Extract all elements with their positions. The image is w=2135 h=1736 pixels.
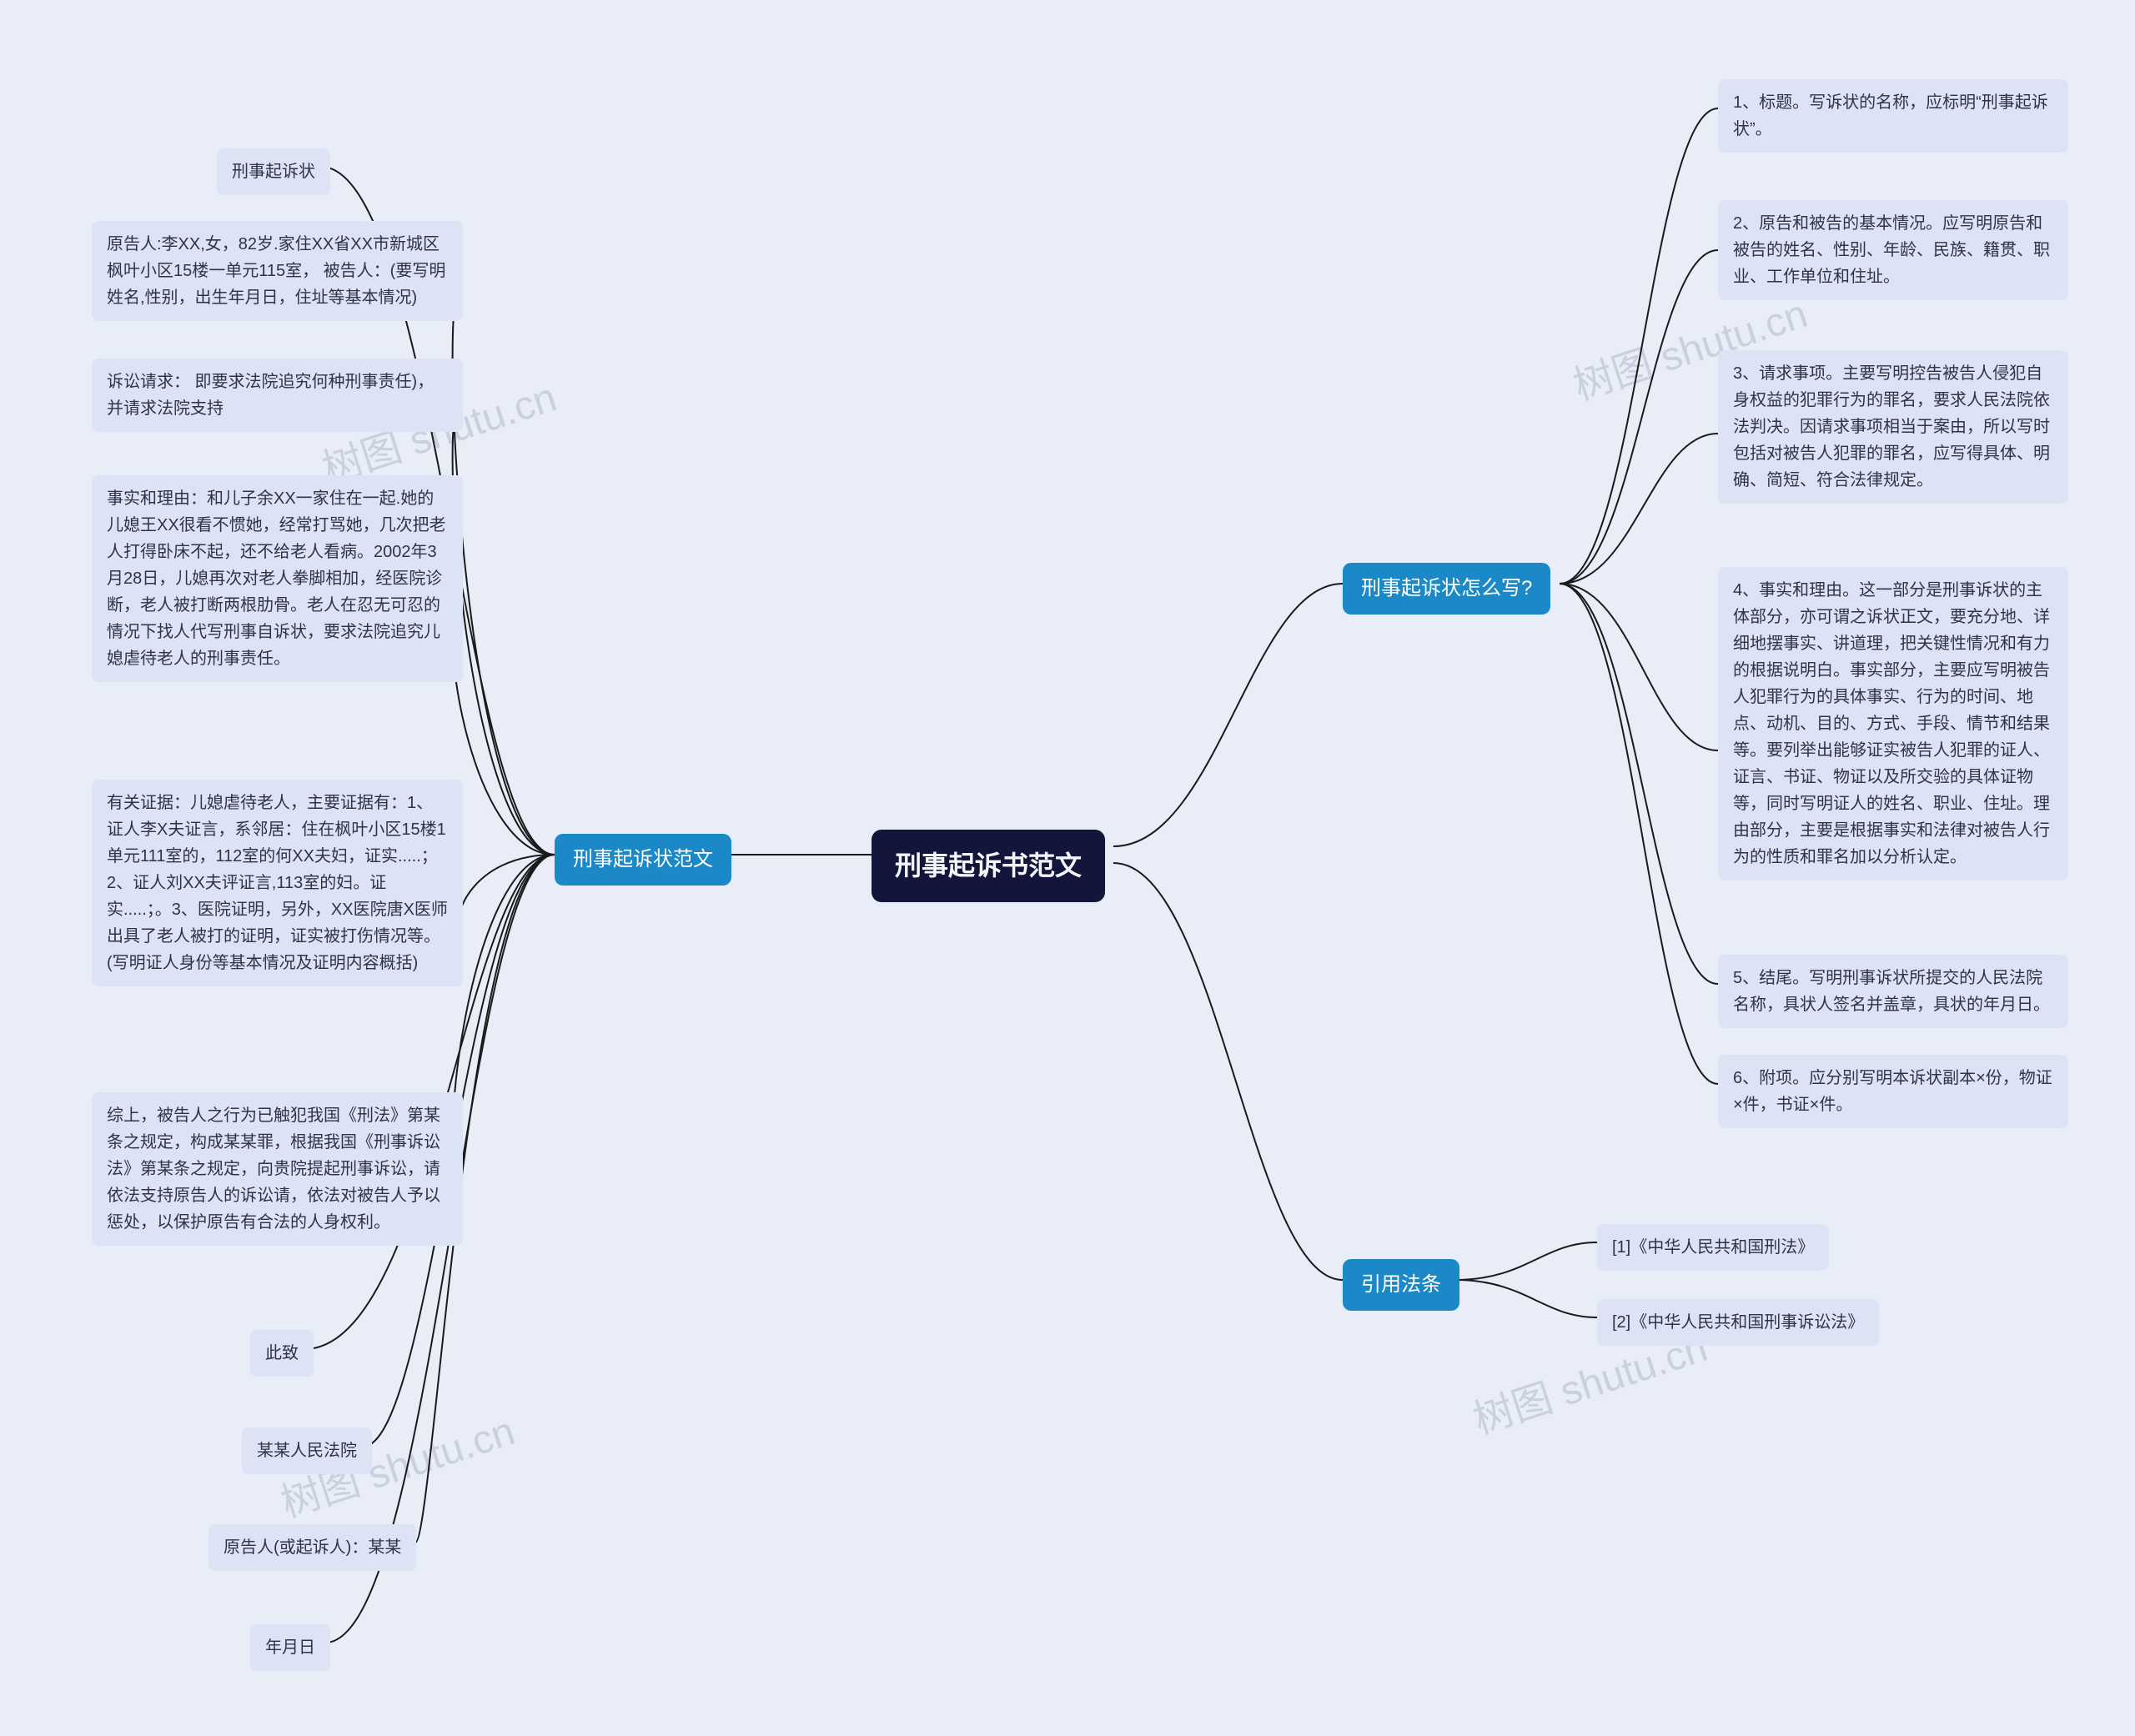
leaf-l4[interactable]: 事实和理由：和儿子余XX一家住在一起.她的儿媳王XX很看不惯她，经常打骂她，几次… [92, 475, 463, 682]
leaf-l9[interactable]: 原告人(或起诉人)：某某 [208, 1524, 416, 1571]
leaf-l10[interactable]: 年月日 [250, 1624, 330, 1671]
leaf-r5[interactable]: 5、结尾。写明刑事诉状所提交的人民法院名称，具状人签名并盖章，具状的年月日。 [1718, 955, 2068, 1028]
branch-right-top[interactable]: 刑事起诉状怎么写? [1343, 563, 1550, 615]
root-label: 刑事起诉书范文 [895, 850, 1082, 881]
leaf-c1[interactable]: [1]《中华人民共和国刑法》 [1597, 1224, 1829, 1271]
leaf-l2[interactable]: 原告人:李XX,女，82岁.家住XX省XX市新城区枫叶小区15楼一单元115室，… [92, 221, 463, 321]
leaf-r6[interactable]: 6、附项。应分别写明本诉状副本×份，物证×件，书证×件。 [1718, 1055, 2068, 1128]
leaf-l5[interactable]: 有关证据：儿媳虐待老人，主要证据有：1、证人李X夫证言，系邻居：住在枫叶小区15… [92, 780, 463, 986]
leaf-r2[interactable]: 2、原告和被告的基本情况。应写明原告和被告的姓名、性别、年龄、民族、籍贯、职业、… [1718, 200, 2068, 300]
leaf-c2[interactable]: [2]《中华人民共和国刑事诉讼法》 [1597, 1299, 1879, 1346]
leaf-l7[interactable]: 此致 [250, 1330, 314, 1377]
branch-right-bottom[interactable]: 引用法条 [1343, 1259, 1459, 1311]
branch-left-label: 刑事起诉状范文 [573, 848, 713, 871]
leaf-r1[interactable]: 1、标题。写诉状的名称，应标明“刑事起诉状”。 [1718, 79, 2068, 153]
root-node[interactable]: 刑事起诉书范文 [872, 830, 1105, 902]
branch-right-bottom-label: 引用法条 [1361, 1273, 1441, 1296]
leaf-r4[interactable]: 4、事实和理由。这一部分是刑事诉状的主体部分，亦可谓之诉状正文，要充分地、详细地… [1718, 567, 2068, 881]
branch-left[interactable]: 刑事起诉状范文 [555, 834, 731, 886]
branch-right-top-label: 刑事起诉状怎么写? [1361, 577, 1532, 600]
leaf-l6[interactable]: 综上，被告人之行为已触犯我国《刑法》第某条之规定，构成某某罪，根据我国《刑事诉讼… [92, 1092, 463, 1246]
leaf-l8[interactable]: 某某人民法院 [242, 1427, 372, 1474]
leaf-r3[interactable]: 3、请求事项。主要写明控告被告人侵犯自身权益的犯罪行为的罪名，要求人民法院依法判… [1718, 350, 2068, 504]
leaf-l3[interactable]: 诉讼请求： 即要求法院追究何种刑事责任)，并请求法院支持 [92, 359, 463, 432]
leaf-l1[interactable]: 刑事起诉状 [217, 148, 330, 195]
